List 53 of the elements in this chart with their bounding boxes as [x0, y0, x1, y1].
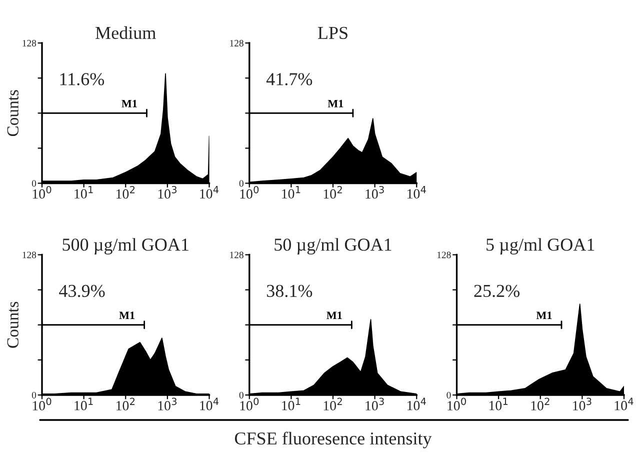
- annotation: 11.6%: [60, 73, 104, 86]
- x-tick-label: 10$^{1}$: [74, 186, 93, 199]
- y-axis-title: Counts: [7, 90, 18, 136]
- x-tick-label: 10$^{4}$: [200, 398, 219, 410]
- x-tick-label: 10$^{0}$: [448, 398, 466, 410]
- series-label: M1: [536, 312, 552, 320]
- annotation: 25.2%: [474, 284, 520, 298]
- annotation: 43.9%: [59, 284, 105, 298]
- x-tick-label: 10$^{1}$: [282, 398, 300, 410]
- x-tick-label: 10$^{3}$: [366, 398, 384, 410]
- chart-title: 5 µg/ml GOA1: [486, 238, 594, 254]
- x-tick-label: 10$^{2}$: [531, 398, 550, 410]
- y-tick-label: 0: [32, 180, 36, 187]
- x-tick-label: 10$^{4}$: [407, 186, 426, 199]
- series-label: M1: [328, 100, 344, 108]
- x-tick-label: 10$^{0}$: [32, 398, 52, 410]
- series-label: M1: [119, 312, 134, 320]
- x-tick-label: 10$^{0}$: [32, 186, 52, 199]
- x-tick-label: 10$^{3}$: [573, 398, 592, 410]
- y-tick-label: 0: [239, 392, 244, 398]
- x-tick-label: 10$^{4}$: [614, 398, 634, 410]
- chart-title: Medium: [96, 26, 156, 40]
- x-tick-label: 10$^{2}$: [116, 398, 135, 410]
- y-axis-title: Counts: [7, 302, 18, 348]
- x-tick-label: 10$^{2}$: [116, 186, 135, 199]
- x-tick-label: 10$^{1}$: [74, 398, 93, 410]
- series-label: M1: [326, 312, 342, 320]
- x-tick-label: 10$^{4}$: [407, 398, 426, 410]
- x-tick-label: 10$^{1}$: [282, 186, 300, 199]
- annotation: 41.7%: [266, 73, 312, 86]
- x-tick-label: 10$^{2}$: [324, 186, 342, 199]
- y-tick-label: 128: [22, 40, 36, 46]
- x-tick-label: 10$^{3}$: [158, 186, 177, 199]
- y-tick-label: 0: [239, 180, 244, 187]
- x-tick-label: 10$^{2}$: [324, 398, 342, 410]
- x-tick-label: 10$^{3}$: [366, 186, 384, 199]
- annotation: 38.1%: [266, 284, 312, 298]
- y-tick-label: 128: [230, 40, 244, 46]
- x-tick-label: 10$^{1}$: [489, 398, 508, 410]
- chart-title: 50 µg/ml GOA1: [274, 238, 392, 254]
- series-label: M1: [122, 100, 137, 108]
- y-tick-label: 0: [32, 392, 36, 398]
- y-tick-label: 128: [230, 252, 244, 258]
- chart-title: 500 µg/ml GOA1: [62, 238, 188, 254]
- y-tick-label: 128: [437, 252, 451, 258]
- x-tick-label: 10$^{3}$: [158, 398, 177, 410]
- y-tick-label: 128: [22, 252, 36, 258]
- chart-title: LPS: [318, 26, 348, 40]
- x-tick-label: 10$^{0}$: [240, 186, 259, 199]
- x-tick-label: 10$^{4}$: [200, 186, 219, 199]
- x-tick-label: 10$^{0}$: [240, 398, 259, 410]
- y-tick-label: 0: [446, 392, 451, 398]
- x-axis-title: CFSE fluoresence intensity: [234, 432, 432, 448]
